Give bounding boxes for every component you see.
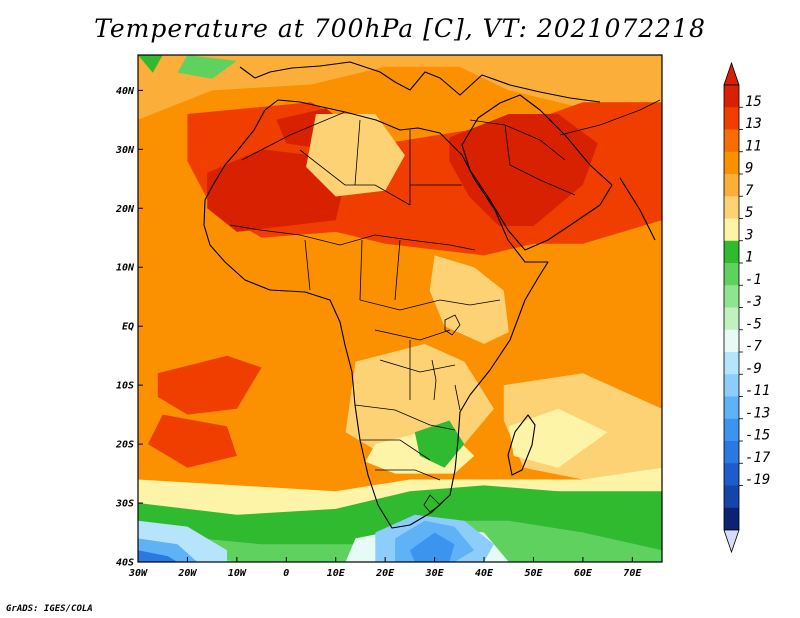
x-tick-label: 30W xyxy=(128,568,148,579)
temperature-band-6 xyxy=(429,255,509,344)
y-tick-label: 20S xyxy=(115,440,134,451)
colorbar-swatch xyxy=(724,85,739,108)
africa-coastline xyxy=(203,99,549,529)
great-lakes-outline xyxy=(431,314,461,411)
colorbar-label: -17 xyxy=(745,450,771,466)
y-tick-label: 10N xyxy=(116,263,135,274)
colorbar-label: 1 xyxy=(745,250,753,266)
y-tick-label: 30S xyxy=(115,499,134,510)
colorbar-swatch xyxy=(724,151,739,175)
colorbar-label: 15 xyxy=(745,94,762,110)
x-tick-label: 60E xyxy=(574,568,593,579)
page-title: Temperature at 700hPa [C], VT: 202107221… xyxy=(94,14,706,43)
colorbar-swatch xyxy=(724,418,739,442)
colorbar-label: 7 xyxy=(745,183,754,199)
y-tick-label: 40N xyxy=(116,86,135,97)
colorbar-swatch xyxy=(724,240,739,264)
central-africa-borders xyxy=(359,299,501,400)
x-tick-label: 30E xyxy=(425,568,445,579)
colorbar-swatch xyxy=(724,463,739,486)
colorbar-label: -19 xyxy=(745,472,770,488)
colorbar-label: 5 xyxy=(745,205,753,221)
temperature-band-5 xyxy=(306,114,405,197)
colorbar-swatch xyxy=(724,441,739,464)
colorbar-label: 3 xyxy=(744,227,753,243)
colorbar-label: -1 xyxy=(745,272,762,288)
credit-label: GrADS: IGES/COLA xyxy=(6,604,93,614)
southern-africa-borders xyxy=(354,404,456,513)
sahara-borders xyxy=(241,111,462,206)
colorbar-swatch xyxy=(724,174,739,197)
temperature-band-23 xyxy=(138,550,178,562)
y-tick-label: 10S xyxy=(116,381,134,392)
sahel-borders xyxy=(229,224,476,301)
colorbar-swatch xyxy=(724,285,739,308)
colorbar-swatch xyxy=(724,507,739,531)
colorbar-label: -11 xyxy=(745,383,770,399)
madagascar-coastline xyxy=(507,414,536,476)
colorbar-label: 13 xyxy=(745,116,762,132)
x-tick-label: 10E xyxy=(327,568,346,579)
temperature-band-0 xyxy=(138,55,662,120)
x-tick-label: 70E xyxy=(623,568,642,579)
colorbar-swatch xyxy=(724,107,739,130)
colorbar-label: -9 xyxy=(745,361,762,377)
colorbar-swatch xyxy=(724,196,739,219)
x-tick-label: 20E xyxy=(375,568,395,579)
y-tick-label: 20N xyxy=(115,204,135,215)
x-tick-label: 10W xyxy=(228,568,247,579)
colorbar-over-arrow xyxy=(723,61,740,86)
temperature-band-26 xyxy=(138,55,163,73)
colorbar-swatch xyxy=(724,218,739,242)
europe-coastline xyxy=(239,61,601,103)
colorbar: 15 13 11 9 7 5 3 1 -1 -3 -5 -7 -9 -11 -13 -15 -17 -19 xyxy=(723,61,771,554)
temperature-band-25 xyxy=(177,55,237,79)
temperature-band-8 xyxy=(147,414,237,468)
arabia-coastline xyxy=(461,94,613,251)
country-borders xyxy=(229,99,661,513)
colorbar-label: -15 xyxy=(745,428,770,444)
x-tick-label: 20W xyxy=(177,568,197,579)
colorbar-label: -5 xyxy=(745,316,762,332)
colorbar-swatch xyxy=(724,263,739,286)
temperature-band-7 xyxy=(157,355,262,415)
colorbar-label: -13 xyxy=(745,405,770,421)
india-coastline xyxy=(619,177,656,241)
colorbar-label: 11 xyxy=(745,138,762,154)
x-tick-label: 40E xyxy=(475,568,494,579)
temperature-band-22 xyxy=(409,532,455,562)
x-tick-label: 0 xyxy=(283,568,289,579)
colorbar-swatch xyxy=(724,396,739,420)
temperature-band-9 xyxy=(345,343,494,456)
colorbar-swatch xyxy=(724,129,739,153)
axis-ticks: 30W 20W 10W 0 10E 20E 30E 40E 50E 60E 70E 40N 30N 20N… xyxy=(115,86,642,579)
colorbar-label: -7 xyxy=(745,339,762,355)
colorbar-swatch xyxy=(724,352,739,375)
middle-east-borders xyxy=(469,99,661,196)
x-tick-label: 50E xyxy=(524,568,543,579)
plot-frame xyxy=(137,54,663,563)
y-tick-label: 40S xyxy=(116,558,134,569)
colorbar-label: -3 xyxy=(745,294,762,310)
colorbar-swatch xyxy=(724,485,739,509)
colorbar-label: 9 xyxy=(745,161,753,177)
colorbar-swatch xyxy=(724,329,739,353)
coastline-layer xyxy=(203,61,656,529)
colorbar-swatch xyxy=(724,374,739,397)
y-tick-label: 30N xyxy=(115,145,135,156)
colorbar-swatch xyxy=(724,307,739,331)
temperature-band-24 xyxy=(414,420,465,468)
colorbar-under-arrow xyxy=(723,529,740,554)
y-tick-label: EQ xyxy=(122,322,134,333)
